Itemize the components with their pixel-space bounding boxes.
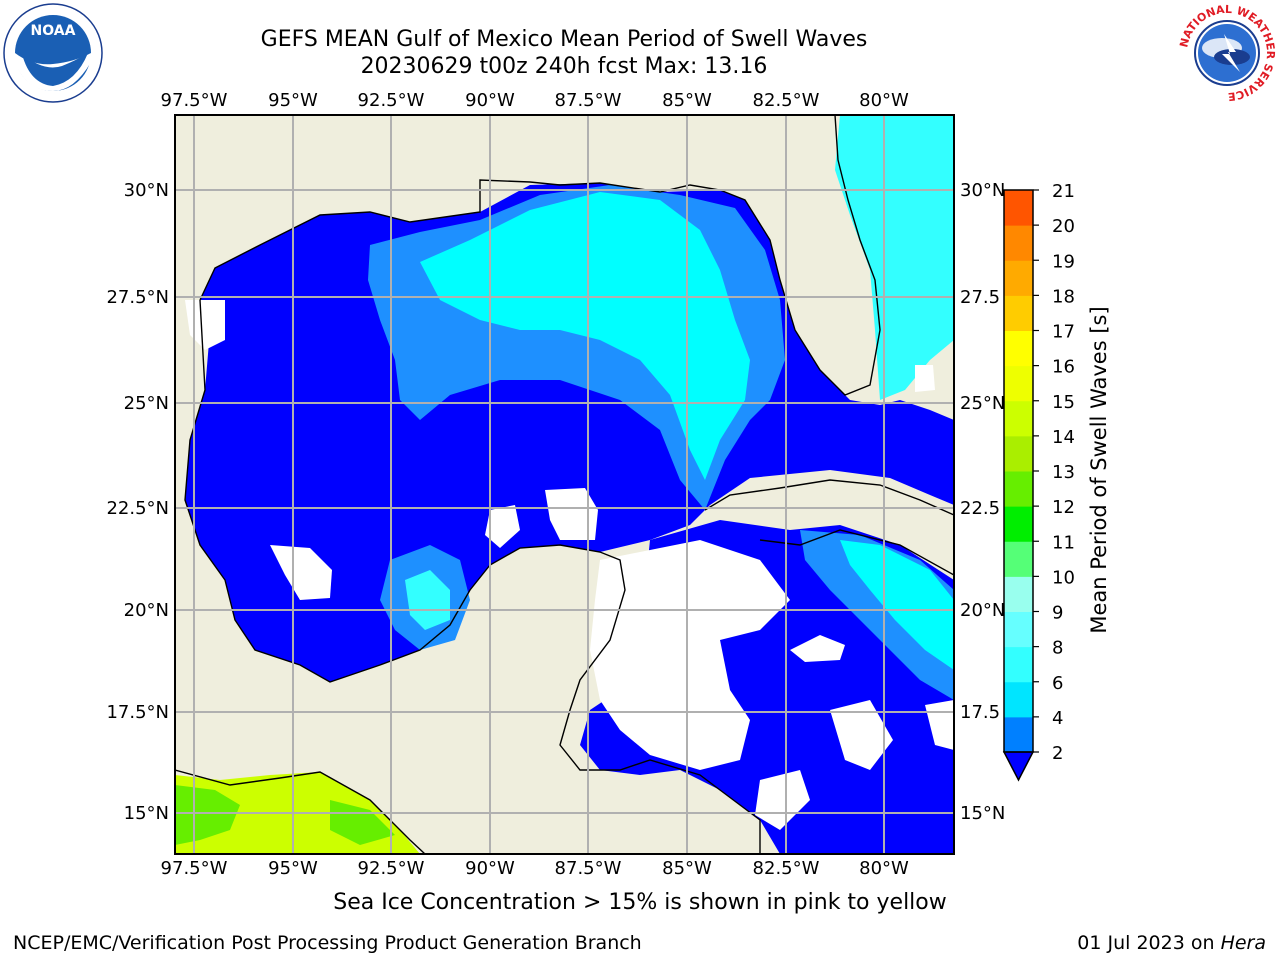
colorbar-tick-label: 18 (1052, 286, 1075, 307)
lon-label: 92.5°W (358, 858, 425, 879)
colorbar-tick-label: 11 (1052, 532, 1075, 553)
lon-label: 85°W (662, 858, 712, 879)
gulf-swell-cyan (420, 192, 750, 480)
colorbar-segment (1004, 400, 1033, 437)
lon-label: 80°W (859, 90, 909, 111)
lon-label: 92.5°W (358, 90, 425, 111)
colorbar-tick-label: 16 (1052, 357, 1075, 378)
missing-data-gulf-2 (485, 505, 520, 548)
colorbar-segment (1004, 506, 1033, 542)
colorbar-tick-label: 20 (1052, 216, 1075, 237)
colorbar-segment (1004, 681, 1033, 718)
campeche-swell-cyan (405, 570, 450, 630)
colorbar-segment (1004, 330, 1033, 367)
sea-ice-note: Sea Ice Concentration > 15% is shown in … (333, 890, 947, 915)
lat-label: 27.5 (960, 287, 1000, 308)
lat-label: 20°N (960, 600, 1005, 621)
lat-label: 15°N (960, 803, 1005, 824)
lon-label: 95°W (268, 90, 318, 111)
pacific-swell-green (175, 785, 240, 845)
lat-labels-right: 30°N 27.5 25°N 22.5 20°N 17.5 15°N (960, 180, 1005, 824)
colorbar-segment (1004, 365, 1033, 402)
lon-label: 80°W (859, 858, 909, 879)
lon-labels-top: 97.5°W 95°W 92.5°W 90°W 87.5°W 85°W 82.5… (161, 90, 909, 111)
lon-label: 95°W (268, 858, 318, 879)
colorbar-segment (1004, 576, 1033, 612)
colorbar-tick-label: 17 (1052, 322, 1075, 343)
colorbar-tick-label: 10 (1052, 567, 1075, 588)
atlantic-swell-cyan (835, 115, 954, 400)
colorbar-segment (1004, 716, 1033, 753)
missing-data-caribbean-2 (830, 700, 893, 770)
colorbar-tick-label: 2 (1052, 743, 1063, 764)
lon-label: 90°W (465, 90, 515, 111)
footer-credit: NCEP/EMC/Verification Post Processing Pr… (13, 932, 642, 954)
lat-label: 30°N (960, 180, 1005, 201)
colorbar-tick-label: 9 (1052, 603, 1063, 624)
lon-label: 90°W (465, 858, 515, 879)
colorbar-tick-label: 6 (1052, 673, 1063, 694)
colorbar-tick-label: 21 (1052, 181, 1075, 202)
lat-label: 22.5°N (106, 498, 169, 519)
footer-date-text: 01 Jul 2023 on (1077, 932, 1221, 954)
missing-data-gulf-1 (545, 488, 598, 540)
lat-label: 15°N (124, 803, 169, 824)
colorbar-tick-label: 12 (1052, 497, 1075, 518)
colorbar-tick-label: 15 (1052, 392, 1075, 413)
missing-data-florida-east (915, 365, 935, 392)
coastline-pacific (175, 769, 426, 854)
lon-label: 97.5°W (161, 90, 228, 111)
coastline-mexico (184, 299, 761, 854)
noaa-logo-text: NOAA (31, 23, 76, 39)
colorbar-segment (1004, 260, 1033, 296)
colorbar-label: Mean Period of Swell Waves [s] (1087, 306, 1111, 633)
map-subtitle: 20230629 t00z 240h fcst Max: 13.16 (360, 54, 768, 79)
missing-data-gulf-3 (270, 545, 332, 600)
footer-host: Hera (1220, 932, 1266, 954)
colorbar-tick-label: 13 (1052, 462, 1075, 483)
colorbar-segment (1004, 646, 1033, 683)
lat-label: 30°N (124, 180, 169, 201)
lon-label: 85°W (662, 90, 712, 111)
lon-label: 82.5°W (753, 90, 820, 111)
lat-label: 25°N (960, 393, 1005, 414)
caribbean-swell-cyan-core (840, 540, 954, 670)
missing-data-caribbean-1 (790, 635, 845, 662)
lon-labels-bottom: 97.5°W 95°W 92.5°W 90°W 87.5°W 85°W 82.5… (161, 858, 909, 879)
lat-label: 27.5°N (106, 287, 169, 308)
lat-label: 17.5 (960, 702, 1000, 723)
colorbar-segment (1004, 295, 1033, 331)
colorbar-tick-label: 14 (1052, 427, 1075, 448)
lon-label: 97.5°W (161, 858, 228, 879)
map-title: GEFS MEAN Gulf of Mexico Mean Period of … (260, 27, 868, 52)
colorbar-segment (1004, 225, 1033, 261)
lat-label: 17.5°N (106, 702, 169, 723)
lon-label: 87.5°W (555, 90, 622, 111)
map-gridlines (175, 115, 954, 854)
colorbar-tick-label: 19 (1052, 251, 1075, 272)
map-frame (174, 114, 955, 855)
lat-label: 20°N (124, 600, 169, 621)
colorbar-extend-arrow (1002, 751, 1035, 782)
map-plot-area (175, 115, 954, 854)
lon-label: 87.5°W (555, 858, 622, 879)
colorbar-segment (1004, 471, 1033, 507)
lat-label: 25°N (124, 393, 169, 414)
missing-data-caribbean-3 (755, 770, 810, 830)
footer-date: 01 Jul 2023 on Hera (1077, 932, 1266, 954)
noaa-logo-icon: NOAA (3, 3, 103, 103)
colorbar-segment (1004, 611, 1033, 648)
lon-label: 82.5°W (753, 858, 820, 879)
colorbar-segment (1004, 541, 1033, 577)
lat-labels-left: 30°N 27.5°N 25°N 22.5°N 20°N 17.5°N 15°N (106, 180, 169, 824)
colorbar-segment (1004, 190, 1033, 226)
colorbar: 2 4 6 8 9 10 11 12 13 14 15 16 17 18 19 20 21 (1002, 181, 1075, 782)
colorbar-segment (1004, 435, 1033, 472)
nws-logo-icon: NATIONAL WEATHER SERVICE (1177, 3, 1277, 103)
lat-label: 22.5 (960, 498, 1000, 519)
pacific-swell-green-2 (330, 800, 395, 845)
colorbar-tick-label: 4 (1052, 708, 1063, 729)
colorbar-tick-label: 8 (1052, 638, 1063, 659)
